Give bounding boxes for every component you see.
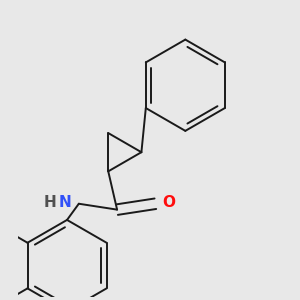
Text: O: O (163, 195, 176, 210)
Text: H: H (44, 195, 57, 210)
Text: N: N (59, 195, 71, 210)
